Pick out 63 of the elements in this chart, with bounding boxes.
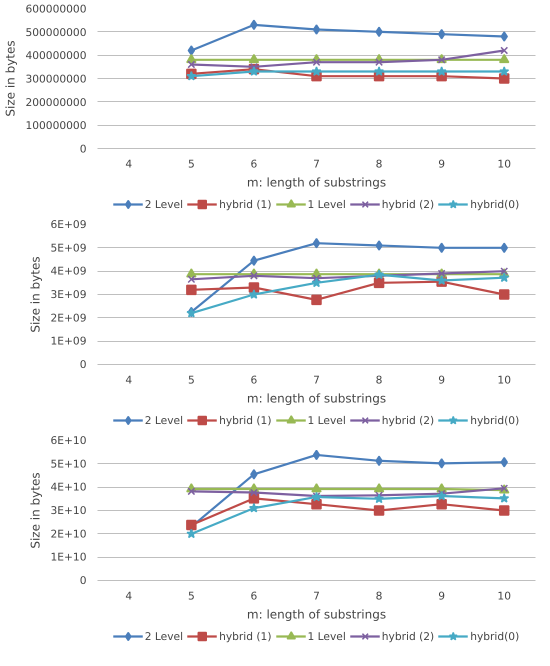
y-tick-label: 5E+10 xyxy=(50,457,87,470)
x-tick-label: 10 xyxy=(497,590,512,602)
legend-label: hybrid (2) xyxy=(382,414,434,426)
y-tick-label: 6E+09 xyxy=(50,218,87,231)
x-tick-label: 9 xyxy=(438,590,446,602)
y-tick-label: 6E+10 xyxy=(50,434,87,447)
y-tick-label: 0 xyxy=(80,142,87,156)
y-tick-label: 2E+10 xyxy=(50,527,87,540)
legend-label: hybrid (1) xyxy=(219,630,272,642)
x-tick-label: 6 xyxy=(250,158,258,170)
x-tick-label: 5 xyxy=(188,158,195,170)
y-tick-label: 1E+10 xyxy=(50,550,87,564)
y-tick-label: 500000000 xyxy=(25,26,87,39)
x-tick-label: 10 xyxy=(497,374,512,386)
x-tick-label: 4 xyxy=(125,590,132,602)
x-tick-label: 7 xyxy=(313,158,320,170)
y-tick-label: 600000000 xyxy=(25,2,87,16)
y-tick-label: 3E+09 xyxy=(50,288,87,301)
y-axis-title: Size in bytes xyxy=(28,256,42,333)
legend-label: hybrid(0) xyxy=(470,414,520,426)
legend-label: hybrid (1) xyxy=(219,198,272,210)
x-tick-label: 8 xyxy=(376,590,383,602)
x-tick-label: 5 xyxy=(188,374,195,386)
y-axis-title: Size in bytes xyxy=(28,472,42,549)
legend-label: 2 Level xyxy=(144,198,184,210)
y-tick-label: 100000000 xyxy=(25,119,87,132)
x-axis-title: m: length of substrings xyxy=(246,392,386,406)
legend-label: hybrid(0) xyxy=(470,198,520,210)
x-axis-title: m: length of substrings xyxy=(246,608,386,622)
y-tick-label: 0 xyxy=(80,358,87,371)
y-tick-label: 5E+09 xyxy=(50,241,87,254)
legend-label: 2 Level xyxy=(144,630,184,642)
y-tick-label: 0 xyxy=(80,574,87,587)
x-tick-label: 8 xyxy=(376,158,383,170)
legend-label: hybrid (1) xyxy=(219,414,272,426)
legend-label: hybrid (2) xyxy=(382,630,434,642)
y-tick-label: 300000000 xyxy=(25,72,87,86)
y-tick-label: 2E+09 xyxy=(50,311,87,324)
x-tick-label: 9 xyxy=(438,158,446,170)
legend-label: 1 Level xyxy=(307,630,346,642)
y-tick-label: 400000000 xyxy=(25,49,87,62)
x-tick-label: 6 xyxy=(250,374,258,386)
x-tick-label: 6 xyxy=(250,590,258,602)
legend-label: 1 Level xyxy=(307,414,346,426)
x-tick-label: 8 xyxy=(376,374,383,386)
y-tick-label: 200000000 xyxy=(25,96,87,109)
x-tick-label: 9 xyxy=(438,374,446,386)
x-tick-label: 10 xyxy=(497,158,512,170)
legend-label: 1 Level xyxy=(307,198,346,210)
y-axis-title: Size in bytes xyxy=(3,40,18,117)
x-tick-label: 4 xyxy=(125,158,132,170)
legend-label: hybrid (2) xyxy=(382,198,434,210)
y-tick-label: 1E+09 xyxy=(50,334,87,348)
x-axis-title: m: length of substrings xyxy=(246,176,386,190)
x-tick-label: 7 xyxy=(313,374,320,386)
legend-label: hybrid(0) xyxy=(470,630,520,642)
y-tick-label: 4E+09 xyxy=(50,264,87,278)
x-tick-label: 7 xyxy=(313,590,320,602)
x-tick-label: 5 xyxy=(188,590,195,602)
x-tick-label: 4 xyxy=(125,374,132,386)
y-tick-label: 3E+10 xyxy=(50,504,87,517)
legend-label: 2 Level xyxy=(144,414,184,426)
y-tick-label: 4E+10 xyxy=(50,480,87,494)
